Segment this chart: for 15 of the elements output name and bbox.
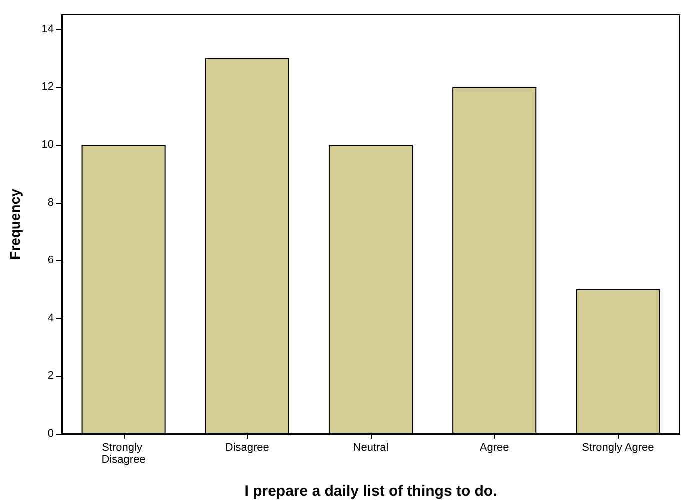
y-tick-label: 0 bbox=[48, 428, 54, 440]
x-tick-label: Disagree bbox=[225, 442, 270, 454]
x-tick-label: Strongly Agree bbox=[582, 442, 654, 454]
y-tick-label: 14 bbox=[42, 23, 54, 36]
y-tick-label: 2 bbox=[48, 370, 54, 382]
x-tick-label: Neutral bbox=[353, 442, 389, 454]
x-axis-title: I prepare a daily list of things to do. bbox=[244, 483, 498, 500]
y-tick-label: 8 bbox=[48, 196, 54, 209]
y-tick-label: 4 bbox=[48, 312, 54, 324]
y-axis-title: Frequency bbox=[7, 188, 23, 260]
y-tick-label: 10 bbox=[42, 139, 54, 152]
x-tick-label: Strongly Disagree bbox=[102, 442, 146, 466]
y-tick-label: 6 bbox=[48, 254, 54, 267]
y-tick-label: 12 bbox=[42, 81, 54, 94]
x-tick-label: Agree bbox=[480, 442, 510, 454]
